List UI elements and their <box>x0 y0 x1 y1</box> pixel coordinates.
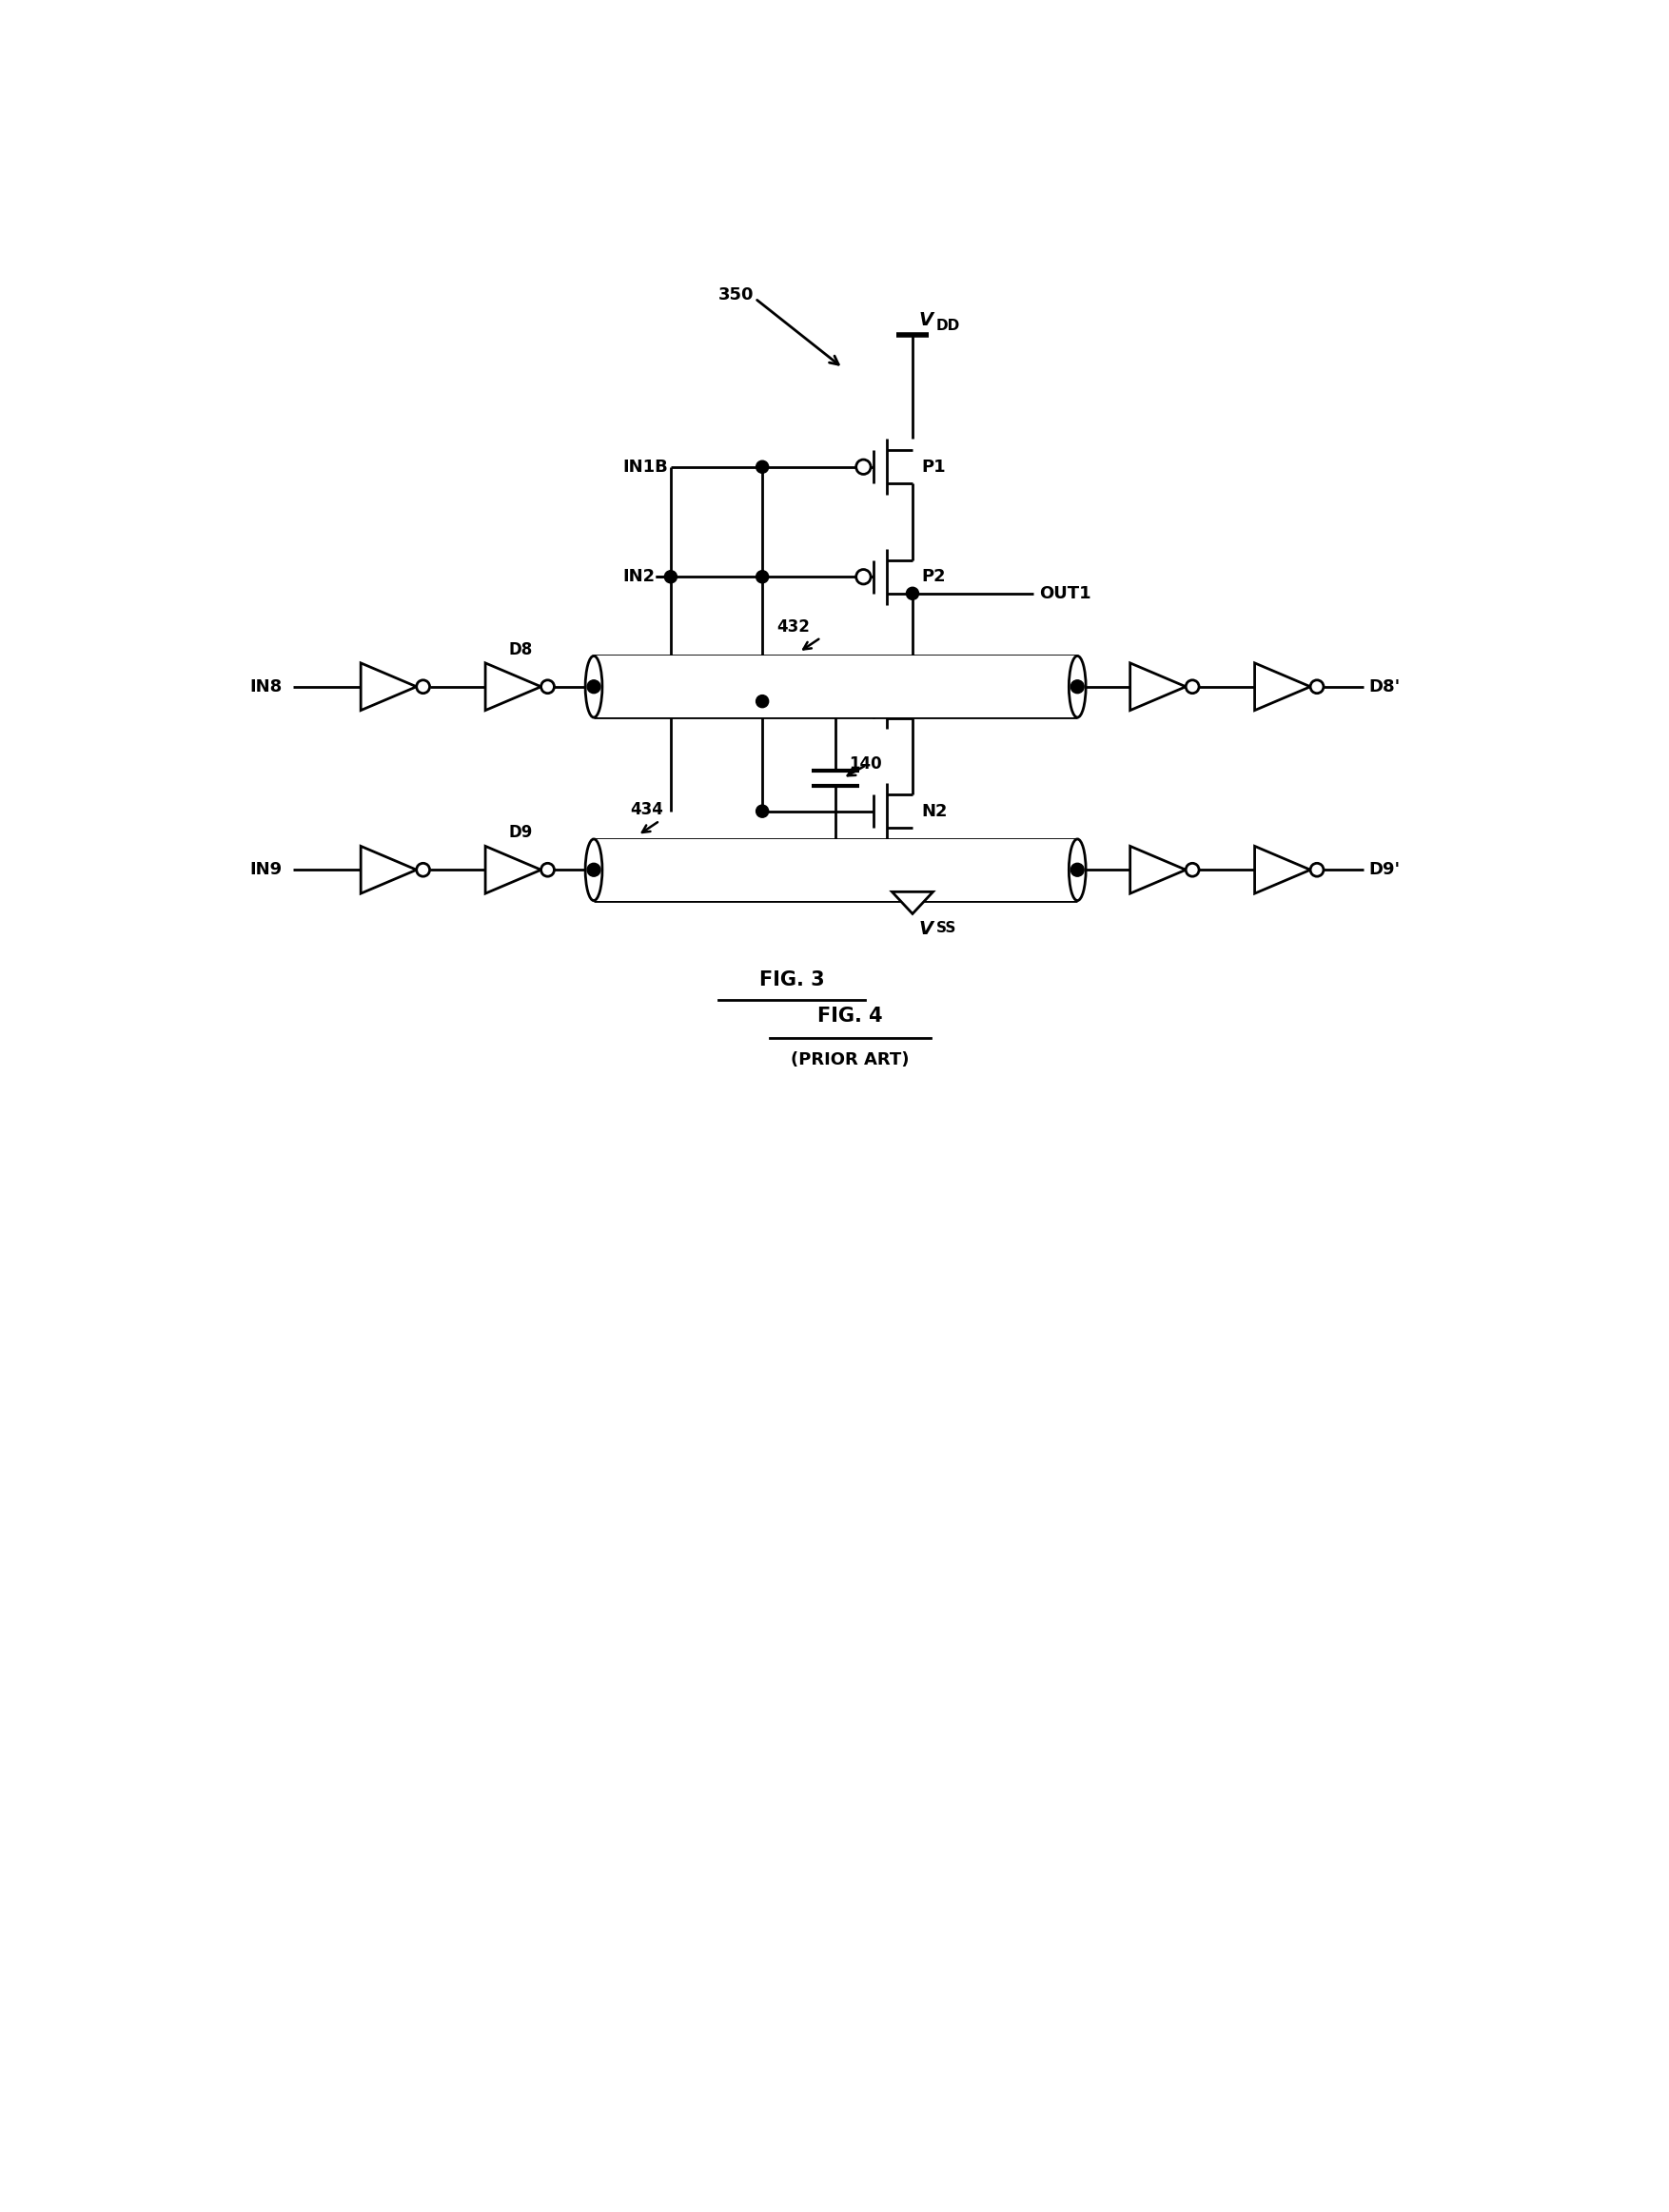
Circle shape <box>587 863 601 876</box>
Text: (PRIOR ART): (PRIOR ART) <box>791 1051 910 1068</box>
Circle shape <box>756 571 768 584</box>
Polygon shape <box>1255 664 1310 710</box>
Text: IN8: IN8 <box>249 679 282 695</box>
Circle shape <box>417 863 429 876</box>
Polygon shape <box>361 664 417 710</box>
Text: P2: P2 <box>921 568 946 586</box>
Circle shape <box>1185 679 1198 692</box>
Text: 140: 140 <box>850 754 881 772</box>
Text: FIG. 4: FIG. 4 <box>818 1006 883 1026</box>
Text: N2: N2 <box>921 803 948 821</box>
Ellipse shape <box>1068 838 1087 900</box>
Circle shape <box>664 571 678 584</box>
Circle shape <box>1310 679 1324 692</box>
Ellipse shape <box>586 838 603 900</box>
Text: SS: SS <box>936 920 956 936</box>
Text: DD: DD <box>936 319 960 332</box>
Polygon shape <box>891 891 933 914</box>
Circle shape <box>1071 863 1083 876</box>
Circle shape <box>541 679 554 692</box>
Text: V: V <box>918 920 933 938</box>
Text: IN2: IN2 <box>623 568 656 586</box>
Text: OUT1: OUT1 <box>1040 584 1092 602</box>
Circle shape <box>756 695 768 708</box>
Polygon shape <box>1130 664 1185 710</box>
Text: D8': D8' <box>1369 679 1400 695</box>
Circle shape <box>1071 679 1083 692</box>
Bar <box>594 657 1078 717</box>
Bar <box>594 838 1078 900</box>
Ellipse shape <box>586 657 603 717</box>
Polygon shape <box>486 847 541 894</box>
Circle shape <box>856 568 871 584</box>
Polygon shape <box>1255 847 1310 894</box>
Circle shape <box>541 863 554 876</box>
Text: D8: D8 <box>509 641 532 657</box>
Text: 350: 350 <box>718 285 754 303</box>
Text: P1: P1 <box>921 458 946 476</box>
Text: D9': D9' <box>1369 860 1400 878</box>
Circle shape <box>756 460 768 473</box>
Text: 432: 432 <box>778 619 809 635</box>
Polygon shape <box>1130 847 1185 894</box>
Circle shape <box>1310 863 1324 876</box>
Text: 434: 434 <box>631 801 664 818</box>
Circle shape <box>756 805 768 818</box>
Circle shape <box>856 460 871 473</box>
Text: N1: N1 <box>921 692 948 710</box>
Text: IN1B: IN1B <box>623 458 669 476</box>
Ellipse shape <box>1068 657 1087 717</box>
Circle shape <box>906 586 918 599</box>
Circle shape <box>1185 863 1198 876</box>
Text: FIG. 3: FIG. 3 <box>759 971 824 989</box>
Text: V: V <box>918 312 933 330</box>
Text: D9: D9 <box>509 825 532 841</box>
Circle shape <box>417 679 429 692</box>
Text: IN9: IN9 <box>249 860 282 878</box>
Polygon shape <box>486 664 541 710</box>
Polygon shape <box>361 847 417 894</box>
Circle shape <box>587 679 601 692</box>
